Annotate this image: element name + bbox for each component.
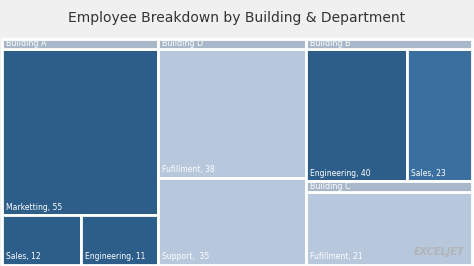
- Bar: [2, 39, 158, 49]
- Bar: [306, 192, 472, 265]
- Bar: [306, 181, 472, 192]
- Bar: [81, 215, 158, 265]
- Text: Building D: Building D: [162, 39, 203, 48]
- Bar: [158, 178, 306, 265]
- Bar: [2, 49, 158, 215]
- Bar: [158, 49, 306, 178]
- Text: Building A: Building A: [6, 39, 46, 48]
- Text: Building C: Building C: [310, 182, 350, 191]
- Text: Fufillment, 38: Fufillment, 38: [162, 165, 215, 174]
- Text: Building B: Building B: [310, 39, 350, 48]
- Bar: [306, 49, 407, 181]
- Text: Sales, 12: Sales, 12: [6, 252, 41, 261]
- Bar: [158, 39, 306, 49]
- Bar: [407, 49, 472, 181]
- Bar: [2, 215, 81, 265]
- Text: Engineering, 40: Engineering, 40: [310, 169, 370, 178]
- Text: Engineering, 11: Engineering, 11: [85, 252, 146, 261]
- Text: Marketting, 55: Marketting, 55: [6, 203, 63, 212]
- Text: Employee Breakdown by Building & Department: Employee Breakdown by Building & Departm…: [68, 11, 406, 25]
- Text: Fufillment, 21: Fufillment, 21: [310, 252, 363, 261]
- Text: Sales, 23: Sales, 23: [410, 169, 446, 178]
- Bar: [306, 39, 472, 49]
- Text: Support,  35: Support, 35: [162, 252, 209, 261]
- Text: EXCELJET: EXCELJET: [414, 247, 465, 257]
